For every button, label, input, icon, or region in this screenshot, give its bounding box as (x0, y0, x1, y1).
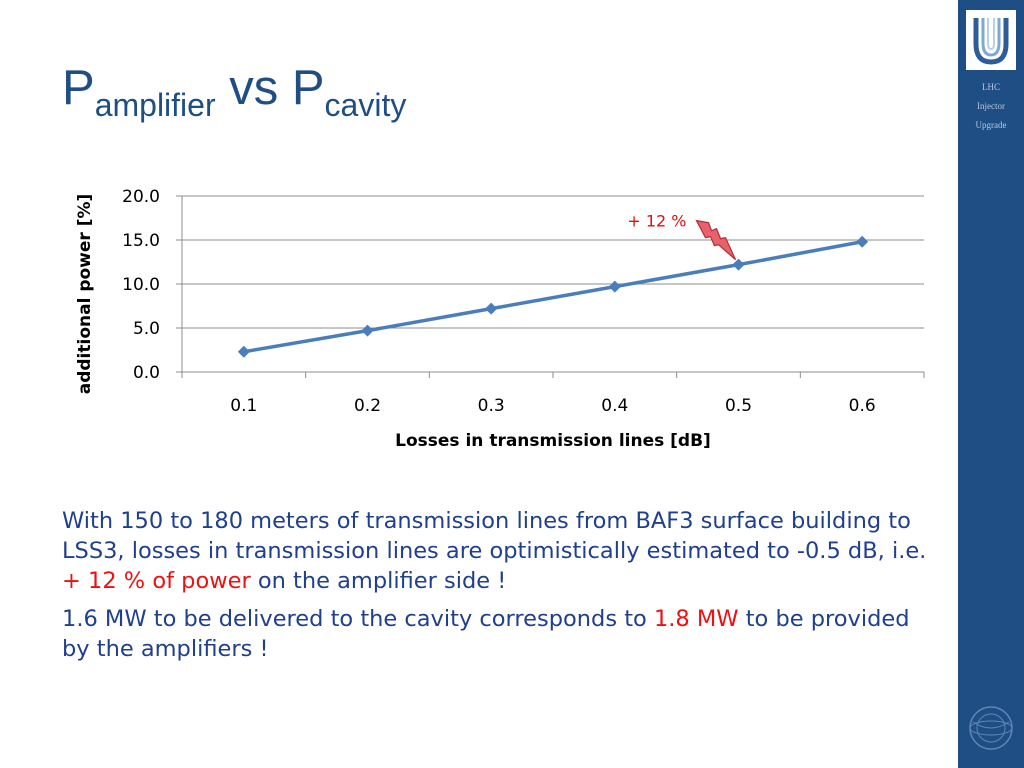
annotation-label: + 12 % (627, 212, 686, 231)
lightning-icon (695, 219, 737, 261)
x-tick-label: 0.4 (601, 396, 628, 416)
side-band: LHC Injector Upgrade (958, 0, 1024, 768)
x-tick-label: 0.6 (849, 396, 876, 416)
data-point (856, 235, 869, 248)
chart-svg: 0.0 5.0 10.0 15.0 20.0 0.1 0.2 0.3 0.4 0.5 0.6 Loss… (75, 187, 925, 451)
cern-seal-icon (969, 706, 1013, 750)
brand-line: Upgrade (975, 120, 1007, 130)
x-tick-label: 0.2 (354, 396, 381, 416)
body-text: With 150 to 180 meters of transmission l… (62, 506, 932, 672)
brand-line: Injector (977, 101, 1005, 111)
axes: 0.0 5.0 10.0 15.0 20.0 0.1 0.2 0.3 0.4 0.5 0.6 Loss… (75, 187, 925, 451)
title-vs-p: vs P (215, 61, 325, 115)
highlight-text: + 12 % of power (62, 568, 251, 594)
y-axis-title: additional power [%] (75, 194, 95, 395)
page-title: Pamplifier vs Pcavity (62, 58, 406, 123)
gridlines (182, 195, 924, 329)
y-tick-label: 20.0 (122, 187, 160, 207)
y-tick-label: 10.0 (122, 275, 160, 295)
x-tick-label: 0.1 (230, 396, 257, 416)
brand-label: LHC Injector Upgrade (958, 78, 1024, 135)
data-point (361, 324, 374, 337)
title-subscript-amplifier: amplifier (94, 87, 216, 123)
paragraph-text: to be provided by the amplifiers ! (62, 606, 910, 662)
data-point (237, 345, 250, 358)
title-subscript-cavity: cavity (324, 87, 407, 123)
data-point (608, 280, 621, 293)
y-tick-label: 5.0 (133, 319, 160, 339)
paragraph-text: 1.6 MW to be delivered to the cavity cor… (62, 606, 654, 632)
highlight-text: 1.8 MW (653, 606, 739, 632)
brand-line: LHC (982, 82, 1000, 92)
x-tick-label: 0.5 (725, 396, 752, 416)
annotation: + 12 % (627, 212, 737, 261)
data-point (732, 258, 745, 271)
series (237, 235, 869, 358)
y-tick-label: 15.0 (122, 231, 160, 251)
series-line (243, 240, 863, 354)
paragraph: With 150 to 180 meters of transmission l… (62, 506, 932, 596)
line-chart: 0.0 5.0 10.0 15.0 20.0 0.1 0.2 0.3 0.4 0.5 0.6 Loss… (60, 178, 940, 460)
paragraph-text: With 150 to 180 meters of transmission l… (62, 508, 927, 564)
liu-logo-icon (966, 10, 1016, 70)
x-axis-title: Losses in transmission lines [dB] (395, 431, 711, 451)
paragraph: 1.6 MW to be delivered to the cavity cor… (62, 604, 932, 664)
data-point (485, 302, 498, 315)
x-tick-label: 0.3 (478, 396, 505, 416)
paragraph-text: on the amplifier side ! (250, 568, 507, 594)
y-tick-label: 0.0 (133, 363, 160, 383)
title-p: P (62, 61, 95, 115)
